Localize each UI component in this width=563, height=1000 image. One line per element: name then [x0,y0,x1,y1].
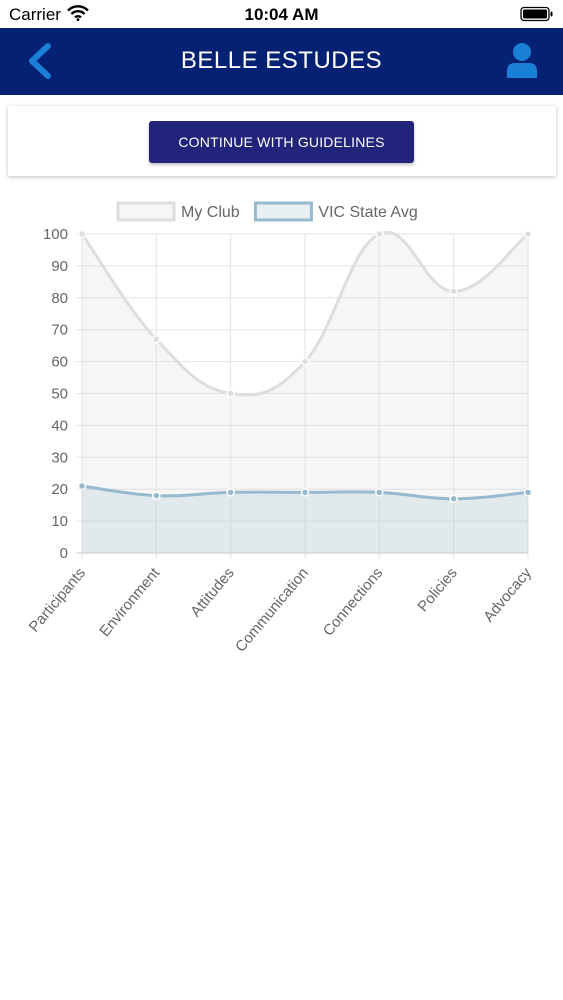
y-tick-label: 60 [51,354,68,371]
series-area [82,486,528,553]
data-point [152,335,161,344]
data-point [300,488,310,497]
data-point [523,488,533,497]
y-tick-label: 20 [51,481,68,498]
data-point [375,488,384,497]
legend-label: My Club [181,204,240,221]
x-tick-label: Attitudes [187,565,238,621]
y-tick-label: 100 [43,226,68,243]
comparison-line-chart: My Club VIC State Avg 0 10 20 30 40 50 60 70 80 90 1… [26,201,535,656]
data-point [523,229,533,239]
legend-label: VIC State Avg [318,204,417,221]
data-point [449,494,458,504]
data-point [77,481,87,491]
data-point [226,389,235,398]
y-tick-label: 90 [51,258,68,275]
guidelines-card: CONTINUE WITH GUIDELINES [8,106,556,176]
status-bar: Carrier 10:04 AM [0,0,563,28]
back-chevron-icon[interactable] [24,41,54,86]
data-point [375,229,384,239]
wifi-icon [67,5,89,26]
navigation-bar: BELLE ESTUDES [0,28,563,95]
x-tick-label: Environment [96,564,164,640]
y-tick-label: 50 [51,386,68,403]
x-tick-label: Connections [320,565,387,640]
user-profile-icon[interactable] [505,41,539,86]
data-point [152,491,161,500]
data-point [300,357,310,366]
legend-swatch [253,201,313,222]
y-tick-label: 30 [51,449,68,466]
y-tick-label: 40 [51,417,68,434]
data-point [77,229,87,239]
data-point [449,287,458,296]
y-tick-label: 0 [60,545,68,562]
carrier-label: Carrier [9,5,61,24]
clock: 10:04 AM [244,5,319,24]
continue-with-guidelines-button[interactable]: CONTINUE WITH GUIDELINES [149,121,414,163]
x-tick-label: Advocacy [480,564,535,625]
battery-icon [520,6,554,27]
y-tick-label: 70 [51,322,68,339]
x-tick-label: Communication [232,565,312,656]
page-title: BELLE ESTUDES [180,47,383,74]
data-point [226,488,235,497]
y-tick-label: 80 [51,290,68,307]
legend-swatch [116,201,176,222]
x-tick-label: Policies [414,565,460,616]
series-area [82,232,528,553]
y-tick-label: 10 [51,513,68,530]
x-tick-label: Participants [26,565,89,636]
